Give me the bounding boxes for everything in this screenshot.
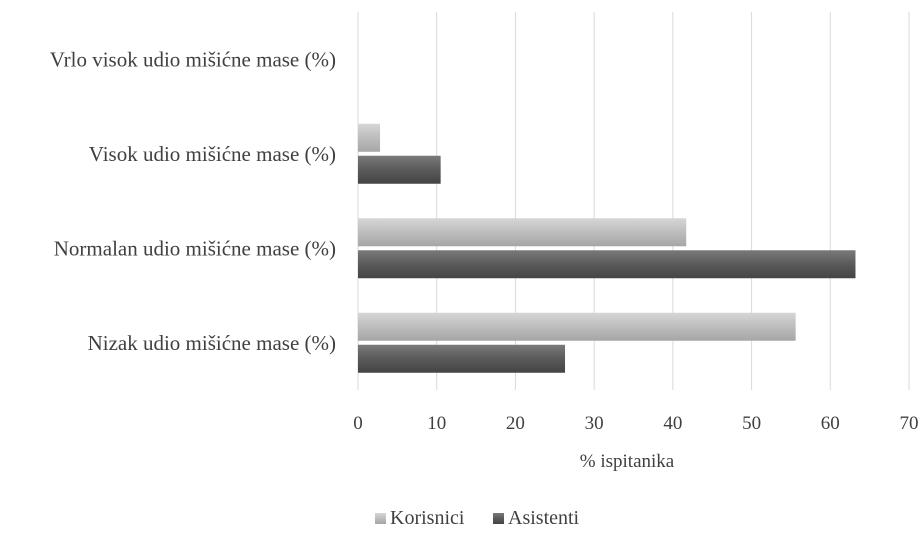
legend-label-asistenti: Asistenti <box>508 507 580 529</box>
legend-swatch-asistenti <box>493 513 504 524</box>
x-tick-label: 0 <box>353 413 363 434</box>
x-tick-label: 30 <box>585 413 604 434</box>
x-tick-label: 50 <box>742 413 761 434</box>
legend-swatch-korisnici <box>375 513 386 524</box>
x-tick-label: 60 <box>821 413 840 434</box>
x-axis-title: % ispitanika <box>580 451 675 472</box>
bar-asistenti <box>358 250 856 279</box>
legend-label-korisnici: Korisnici <box>390 507 465 529</box>
bar-korisnici <box>358 218 687 247</box>
category-label: Visok udio mišićne mase (%) <box>89 142 336 166</box>
bar-asistenti <box>358 344 566 373</box>
tick-labels: 0 10 20 30 40 50 60 70 <box>353 413 918 434</box>
category-labels: Vrlo visok udio mišićne mase (%) Visok ud… <box>50 47 336 355</box>
x-tick-label: 20 <box>506 413 525 434</box>
category-label: Normalan udio mišićne mase (%) <box>54 236 336 260</box>
category-label: Nizak udio mišićne mase (%) <box>88 331 336 355</box>
bars <box>358 123 856 373</box>
category-label: Vrlo visok udio mišićne mase (%) <box>50 47 336 71</box>
gridlines <box>357 12 910 390</box>
x-tick-label: 70 <box>900 413 919 434</box>
bar-asistenti <box>358 155 441 184</box>
x-tick-label: 40 <box>663 413 682 434</box>
legend: Korisnici Asistenti <box>375 507 580 529</box>
bar-korisnici <box>358 312 796 341</box>
x-tick-label: 10 <box>427 413 446 434</box>
bar-korisnici <box>358 123 381 152</box>
